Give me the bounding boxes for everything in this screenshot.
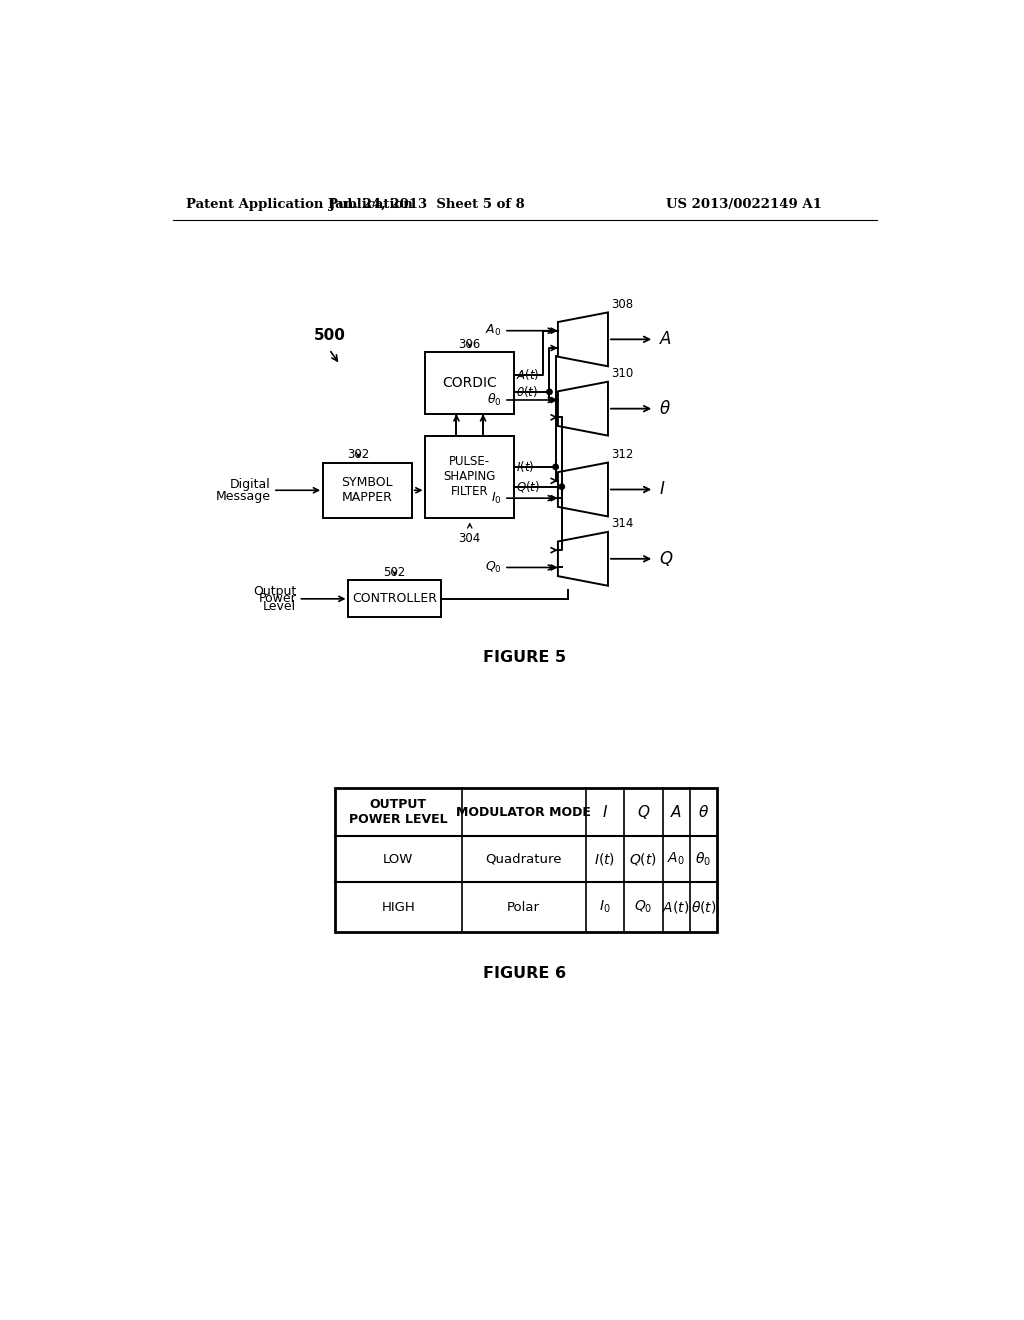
Text: $\theta_0$: $\theta_0$ <box>487 392 502 408</box>
FancyBboxPatch shape <box>348 581 441 618</box>
Text: 312: 312 <box>611 447 634 461</box>
Text: 306: 306 <box>459 338 481 351</box>
Text: $I_0$: $I_0$ <box>492 491 502 506</box>
Text: $I$: $I$ <box>658 480 666 498</box>
Circle shape <box>559 484 564 490</box>
Polygon shape <box>558 532 608 586</box>
Polygon shape <box>558 381 608 436</box>
Text: $A_0$: $A_0$ <box>485 323 502 338</box>
Text: $Q_0$: $Q_0$ <box>634 899 652 916</box>
Text: $Q$: $Q$ <box>658 549 673 569</box>
FancyBboxPatch shape <box>335 788 717 932</box>
Text: SYMBOL
MAPPER: SYMBOL MAPPER <box>342 477 393 504</box>
Polygon shape <box>558 462 608 516</box>
Text: Message: Message <box>216 490 270 503</box>
Text: PULSE-
SHAPING
FILTER: PULSE- SHAPING FILTER <box>443 455 496 498</box>
Text: $A_0$: $A_0$ <box>668 851 685 867</box>
Text: $I_0$: $I_0$ <box>599 899 610 916</box>
FancyBboxPatch shape <box>425 352 514 414</box>
Text: $A(t)$: $A(t)$ <box>516 367 540 381</box>
Text: Level: Level <box>263 601 296 612</box>
Text: US 2013/0022149 A1: US 2013/0022149 A1 <box>666 198 821 211</box>
Text: $Q$: $Q$ <box>637 803 650 821</box>
Text: 310: 310 <box>611 367 633 380</box>
Text: 308: 308 <box>611 298 633 312</box>
Text: $Q(t)$: $Q(t)$ <box>630 851 657 867</box>
Text: OUTPUT
POWER LEVEL: OUTPUT POWER LEVEL <box>349 799 447 826</box>
Text: $I(t)$: $I(t)$ <box>594 851 615 867</box>
Text: $I$: $I$ <box>602 804 608 820</box>
Polygon shape <box>558 313 608 367</box>
Text: $\theta$: $\theta$ <box>698 804 709 820</box>
Text: $Q(t)$: $Q(t)$ <box>516 479 541 494</box>
Text: Polar: Polar <box>507 900 540 913</box>
Text: 500: 500 <box>313 327 346 343</box>
Text: CORDIC: CORDIC <box>442 376 497 391</box>
Text: Patent Application Publication: Patent Application Publication <box>186 198 413 211</box>
Text: Quadrature: Quadrature <box>485 853 562 866</box>
FancyBboxPatch shape <box>323 462 412 517</box>
Text: $\theta(t)$: $\theta(t)$ <box>690 899 716 915</box>
Text: $I(t)$: $I(t)$ <box>516 459 535 474</box>
Text: $\theta$: $\theta$ <box>658 400 671 417</box>
Text: HIGH: HIGH <box>381 900 415 913</box>
Text: Output: Output <box>253 585 296 598</box>
Text: $Q_0$: $Q_0$ <box>484 560 502 576</box>
Circle shape <box>547 389 552 395</box>
Text: LOW: LOW <box>383 853 414 866</box>
Circle shape <box>553 465 558 470</box>
Text: Digital: Digital <box>230 478 270 491</box>
Text: FIGURE 6: FIGURE 6 <box>483 965 566 981</box>
Text: $A$: $A$ <box>658 331 672 348</box>
Text: $A$: $A$ <box>670 804 682 820</box>
Text: 304: 304 <box>459 532 481 545</box>
Text: MODULATOR MODE: MODULATOR MODE <box>457 805 591 818</box>
Text: FIGURE 5: FIGURE 5 <box>483 649 566 665</box>
Text: CONTROLLER: CONTROLLER <box>352 593 437 606</box>
Text: $\theta(t)$: $\theta(t)$ <box>516 384 539 400</box>
FancyBboxPatch shape <box>425 436 514 517</box>
Text: $A(t)$: $A(t)$ <box>663 899 690 915</box>
Text: 502: 502 <box>384 566 406 579</box>
Text: $\theta_0$: $\theta_0$ <box>695 850 712 867</box>
Text: 302: 302 <box>347 447 370 461</box>
Text: 314: 314 <box>611 517 634 531</box>
Text: Power: Power <box>258 593 296 606</box>
Text: Jan. 24, 2013  Sheet 5 of 8: Jan. 24, 2013 Sheet 5 of 8 <box>329 198 525 211</box>
